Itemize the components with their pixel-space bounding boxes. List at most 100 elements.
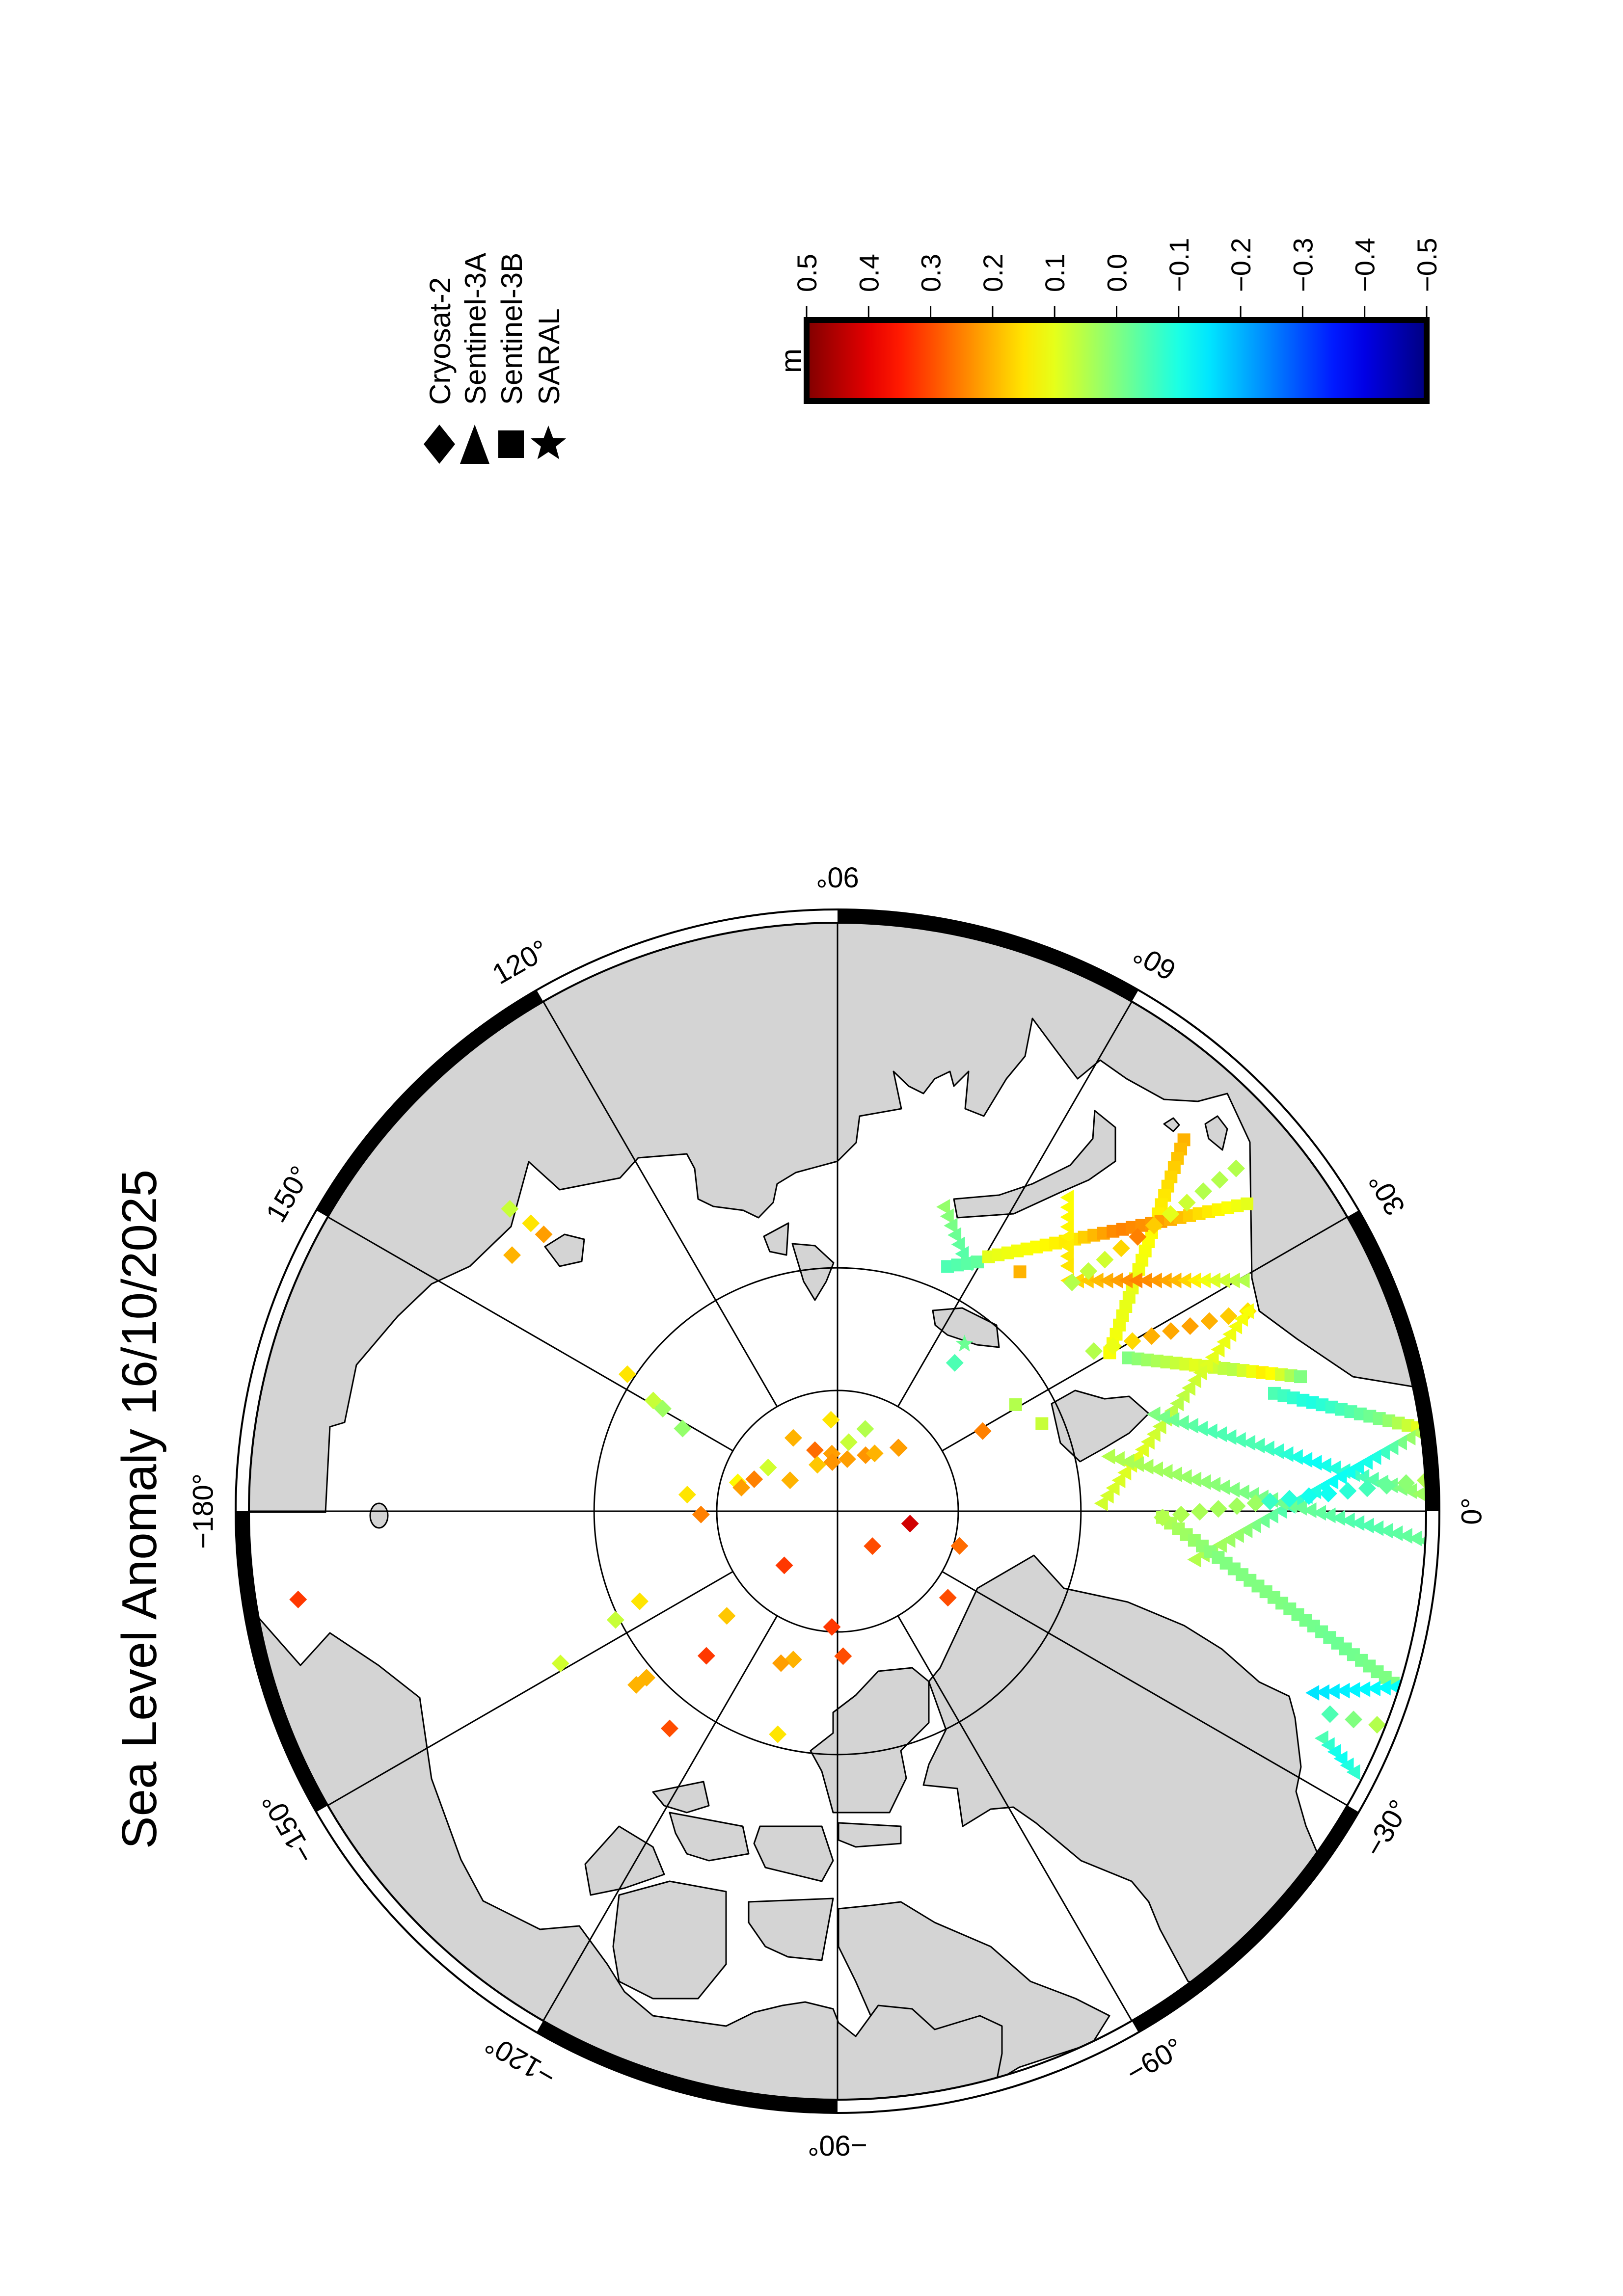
triangle-marker — [1167, 1272, 1182, 1288]
triangle-marker — [1365, 1471, 1379, 1488]
lon-label: 120° — [487, 934, 554, 990]
land-novaya-zemlya — [953, 1110, 1116, 1219]
triangle-marker — [1239, 1522, 1253, 1538]
star-marker — [955, 1335, 974, 1352]
diamond-marker — [1228, 1497, 1246, 1515]
diamond-marker — [1397, 1474, 1415, 1492]
diamond-marker — [501, 1200, 519, 1218]
diamond-marker — [939, 1589, 957, 1607]
track-S3B — [941, 1255, 984, 1273]
lon-label: 60° — [1128, 937, 1181, 987]
meridian-line — [897, 1615, 1158, 2064]
polar-map: 0°30°60°90°120°150°−180°−150°−120°−90°−6… — [188, 861, 1488, 2162]
triangle-marker — [1327, 1460, 1341, 1476]
triangle-marker — [1152, 1418, 1166, 1435]
triangle-marker — [1149, 1461, 1163, 1477]
triangle-marker — [1120, 1453, 1135, 1469]
triangle-marker — [1242, 1435, 1256, 1451]
square-marker — [1009, 1398, 1022, 1411]
triangle-marker — [1148, 1272, 1162, 1288]
triangle-marker — [1234, 1310, 1248, 1327]
triangle-marker — [1199, 1357, 1213, 1373]
triangle-marker — [1203, 1423, 1217, 1440]
triangle-marker — [1325, 1683, 1340, 1700]
triangle-marker — [944, 1218, 958, 1234]
diamond-marker — [1194, 1182, 1213, 1201]
triangle-marker — [1307, 1483, 1322, 1499]
diamond-marker — [1321, 1705, 1339, 1723]
triangle-marker — [1129, 1272, 1143, 1288]
triangle-marker — [1317, 1457, 1331, 1473]
triangle-marker — [1240, 1303, 1254, 1319]
triangle-marker — [1089, 1272, 1104, 1288]
land-bathurst-island — [753, 1825, 834, 1882]
diamond-marker — [946, 1354, 964, 1372]
triangle-marker — [1350, 1459, 1364, 1475]
diamond-marker — [1162, 1322, 1180, 1340]
triangle-marker — [1412, 1486, 1426, 1502]
triangle-marker — [1207, 1272, 1221, 1288]
diamond-marker — [1178, 1194, 1196, 1212]
triangle-marker — [1260, 1441, 1274, 1457]
track-C2 — [1154, 1494, 1265, 1526]
triangle-marker — [1140, 1434, 1155, 1450]
lon-label: −30° — [1358, 1794, 1415, 1862]
triangle-marker — [1216, 1479, 1230, 1495]
triangle-marker — [1221, 1532, 1236, 1548]
triangle-marker — [1187, 1551, 1201, 1568]
colorbar-tick-label: −0.4 — [1350, 238, 1380, 292]
triangle-marker — [1111, 1472, 1126, 1489]
colorbar-tick-label: −0.3 — [1287, 238, 1318, 292]
colorbar-tick-label: −0.5 — [1411, 238, 1442, 292]
land-wrangel-island — [369, 1502, 389, 1529]
diamond-marker — [1104, 1337, 1122, 1355]
diamond-marker — [522, 1214, 540, 1232]
land-melville-island — [652, 1781, 750, 1862]
diamond-marker — [1300, 1487, 1318, 1505]
lon-label: −180° — [188, 1473, 219, 1549]
diamond-marker — [1339, 1482, 1357, 1500]
triangle-marker — [1366, 1681, 1380, 1697]
triangle-marker — [1367, 1449, 1381, 1465]
land-svalbard — [1051, 1389, 1150, 1463]
diamond-marker — [1145, 1216, 1163, 1234]
triangle-marker — [1232, 1432, 1246, 1448]
lon-label: −90° — [808, 2130, 867, 2162]
triangle-marker — [1325, 1473, 1339, 1490]
triangle-marker — [1403, 1483, 1417, 1499]
triangle-marker — [1178, 1469, 1192, 1485]
triangle-marker — [1379, 1522, 1393, 1539]
triangle-marker — [1251, 1438, 1265, 1454]
frame-segment-black — [316, 990, 543, 1217]
triangle-legend-icon — [460, 425, 489, 464]
diamond-marker — [856, 1420, 874, 1438]
triangle-marker — [1175, 1415, 1189, 1431]
legend-item-S3A: Sentinel-3A — [459, 253, 492, 464]
frame-segment-black — [1132, 1805, 1359, 2032]
star-legend-icon — [530, 426, 567, 459]
diamond-marker — [1358, 1479, 1376, 1497]
triangle-marker — [1100, 1488, 1114, 1504]
colorbar-tick-label: 0.5 — [791, 254, 822, 292]
diamond-marker — [866, 1444, 884, 1463]
track-C2 — [1063, 1159, 1245, 1291]
legend-label: Cryosat-2 — [424, 277, 457, 405]
diamond-marker — [1063, 1273, 1081, 1291]
triangle-marker — [1333, 1468, 1347, 1485]
diamond-marker — [697, 1647, 715, 1665]
triangle-marker — [1135, 1442, 1149, 1458]
triangle-marker — [1182, 1380, 1196, 1396]
triangle-marker — [1188, 1471, 1202, 1488]
triangle-marker — [1187, 1272, 1201, 1288]
legend-label: Sentinel-3A — [459, 253, 492, 405]
triangle-marker — [1184, 1417, 1198, 1434]
triangle-marker — [1342, 1464, 1356, 1480]
legend: Cryosat-2 Sentinel-3A Sentinel-3B SARAL — [424, 253, 567, 464]
frame-outer-edge — [235, 908, 1440, 2114]
diamond-marker — [1246, 1494, 1265, 1512]
triangle-marker — [1177, 1272, 1191, 1288]
triangle-marker — [1256, 1512, 1270, 1528]
triangle-marker — [1228, 1318, 1243, 1335]
diamond-marker — [1219, 1307, 1238, 1325]
triangle-marker — [1197, 1272, 1211, 1288]
